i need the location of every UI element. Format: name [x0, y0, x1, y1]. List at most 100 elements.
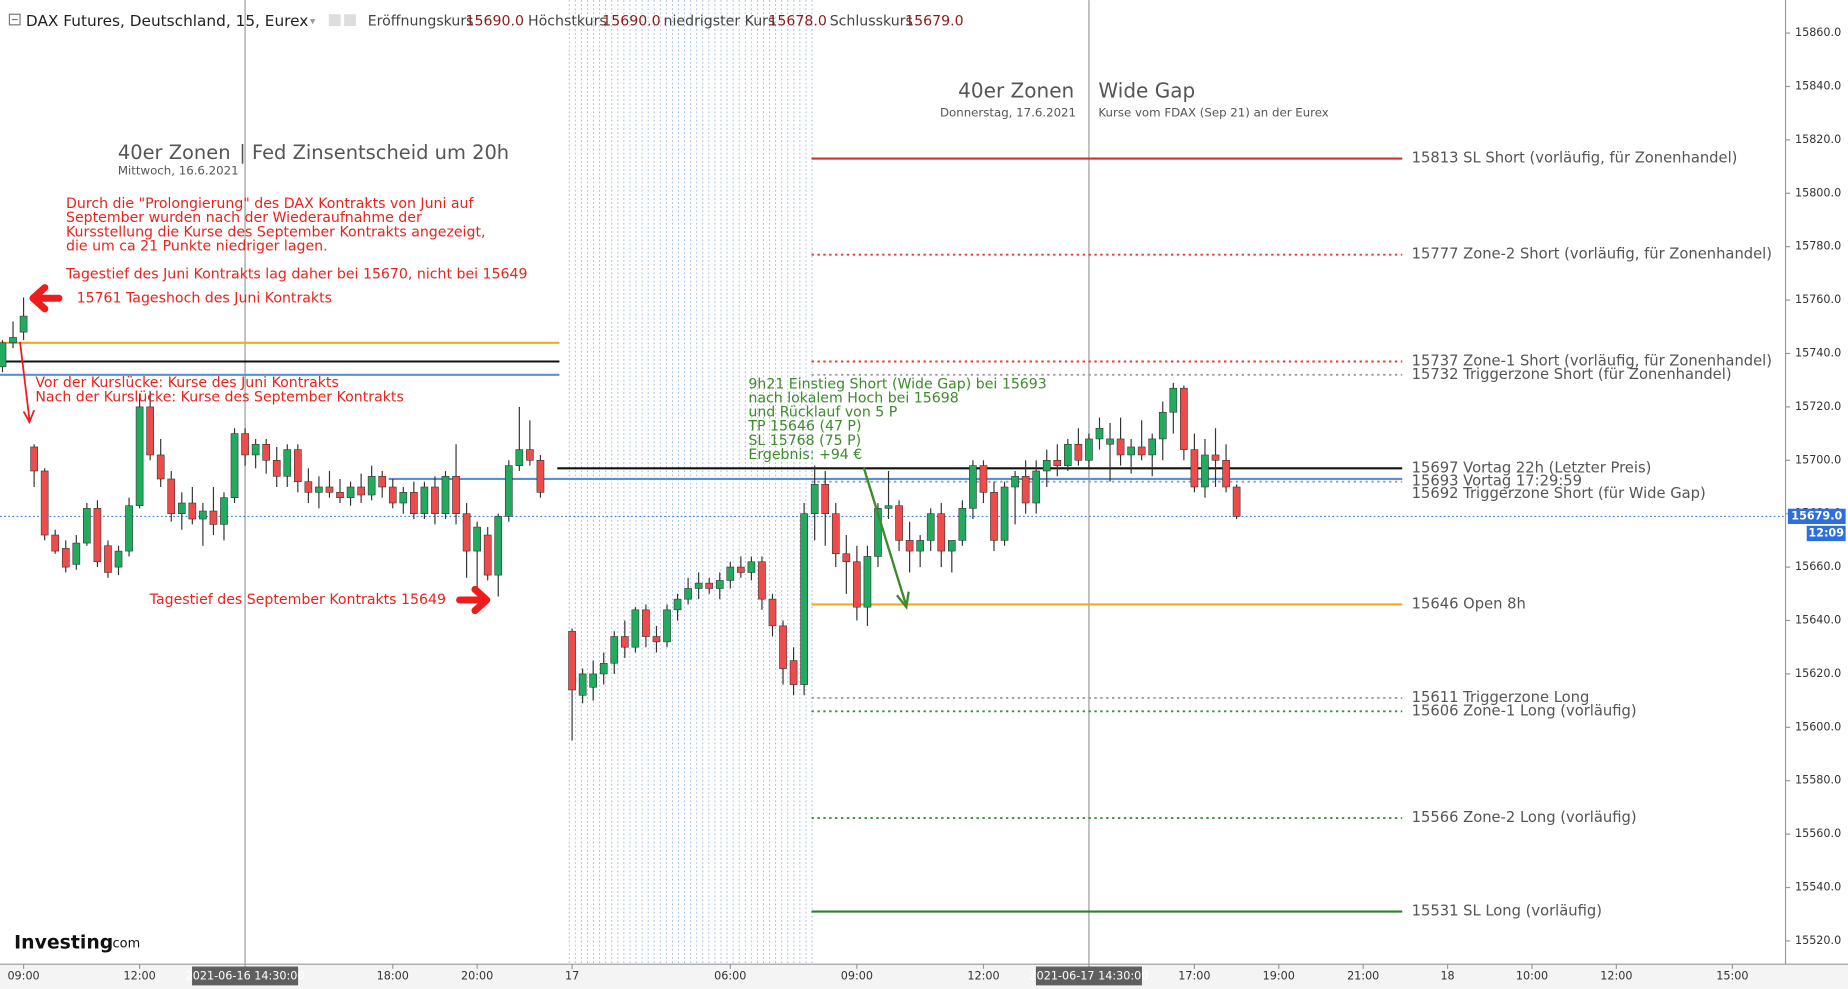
level-label: 15692 Triggerzone Short (für Wide Gap) [1412, 485, 1706, 502]
dropdown-icon[interactable]: ▾ [310, 15, 316, 27]
x-tick-label: 12:00 [967, 970, 999, 983]
time-axis [0, 964, 1848, 989]
x-tick-label: 09:00 [7, 970, 39, 983]
candle-body [536, 460, 545, 493]
level-label: 15737 Zone-1 Short (vorläufig, für Zonen… [1412, 352, 1772, 369]
note: Vor der Kurslücke: Kurse des Juni Kontra… [35, 375, 338, 391]
note: Nach der Kurslücke: Kurse des September … [35, 389, 403, 405]
x-tick-label: 10:00 [1516, 970, 1548, 983]
candle-body [494, 516, 503, 576]
y-tick-label: 15700.0 [1795, 453, 1841, 466]
stat-value: 15679.0 [905, 13, 963, 29]
note: Tagestief des Juni Kontrakts lag daher b… [65, 267, 528, 283]
day-title: Wide Gap [1098, 79, 1195, 103]
trade-arrow [862, 467, 910, 610]
note: Tagestief des September Kontrakts 15649 [149, 592, 446, 608]
gap-arrow [19, 341, 35, 425]
candle-body [325, 486, 334, 493]
candle-body [146, 406, 154, 456]
candle-body [304, 481, 313, 493]
candle-body [209, 510, 218, 525]
level-label: 15611 Triggerzone Long [1412, 689, 1590, 706]
x-tick-label: 17:00 [1178, 970, 1210, 983]
candle-body [905, 540, 914, 552]
candle-body [779, 625, 787, 669]
candle-body [0, 342, 7, 368]
candle-body [758, 561, 766, 600]
level-label: 15606 Zone-1 Long (vorläufig) [1412, 702, 1637, 719]
price-tag [1787, 508, 1846, 525]
note: Durch die "Prolongierung" des DAX Kontra… [66, 196, 474, 212]
candle-body [61, 548, 70, 568]
candle-body [262, 443, 271, 461]
symbol[interactable]: DAX Futures, Deutschland, 15, Eurex [26, 12, 308, 30]
candle-body [1106, 438, 1114, 445]
collapse-icon[interactable] [8, 13, 21, 26]
day-date: Mittwoch, 16.6.2021 [118, 163, 239, 177]
candle-body [831, 513, 840, 555]
annotation-layer: DAX Futures, Deutschland, 15, Eurex ▾ Er… [7, 12, 1846, 986]
candle-body [431, 486, 439, 514]
candle-body [504, 465, 513, 517]
y-tick-label: 15540.0 [1795, 881, 1841, 894]
x-tick-highlight [192, 966, 299, 986]
candle-body [568, 630, 576, 691]
candle-body [990, 492, 998, 541]
candle-body [293, 449, 302, 482]
candle-body [251, 443, 260, 456]
candle-body [1053, 460, 1062, 466]
candle-body [853, 561, 861, 608]
y-tick-label: 15620.0 [1795, 667, 1841, 680]
y-tick-label: 15840.0 [1795, 79, 1841, 92]
candle-body [199, 510, 207, 520]
candle-body [610, 636, 619, 664]
candle-body [51, 534, 60, 552]
candle-body [462, 513, 471, 552]
candle-body [388, 486, 397, 504]
candle-body [589, 673, 598, 688]
trade-note: und Rücklauf von 5 P [748, 405, 897, 421]
candle-body [526, 449, 534, 461]
candle-body [1169, 387, 1178, 413]
candle-body [114, 550, 123, 568]
candle-body [452, 476, 460, 514]
price-axis [1785, 0, 1848, 965]
candle-body [177, 502, 186, 514]
candles-layer [0, 297, 1241, 741]
x-tick-label: 06:00 [714, 970, 746, 983]
trade-note: SL 15768 (75 P) [748, 433, 861, 449]
trade-note: TP 15646 (47 P) [747, 419, 861, 435]
candle-body [272, 460, 281, 477]
candle-body [1116, 438, 1125, 456]
x-tick-label: 17 [565, 970, 579, 983]
stat-label: niedrigster Kurs [664, 13, 776, 29]
candle-body [93, 508, 102, 563]
candle-body [399, 492, 408, 504]
candle-body [1064, 443, 1072, 466]
stat-value: 15690.0 [602, 13, 660, 29]
candle-body [9, 337, 17, 344]
candle-body [188, 502, 197, 520]
candle-body [652, 636, 661, 643]
candle-body [642, 609, 650, 637]
stat-label: Höchstkurs [528, 13, 607, 29]
y-tick-label: 15760.0 [1795, 293, 1841, 306]
x-tick-label: 19:00 [1263, 970, 1295, 983]
candle-body [1021, 476, 1030, 504]
candle-body [283, 449, 292, 477]
candle-body [620, 636, 629, 648]
candle-body [747, 561, 756, 573]
candle-body [599, 662, 608, 675]
candle-body [884, 505, 893, 509]
candle-body [663, 609, 671, 643]
candle-body [156, 454, 165, 480]
y-tick-label: 15600.0 [1795, 720, 1841, 733]
stat-value: 15678.0 [768, 13, 826, 29]
level-label: 15566 Zone-2 Long (vorläufig) [1412, 809, 1637, 826]
candle-body [1074, 443, 1083, 461]
x-tick-highlight [1035, 966, 1142, 986]
candle-body [895, 505, 903, 541]
y-tick-label: 15580.0 [1795, 774, 1841, 787]
